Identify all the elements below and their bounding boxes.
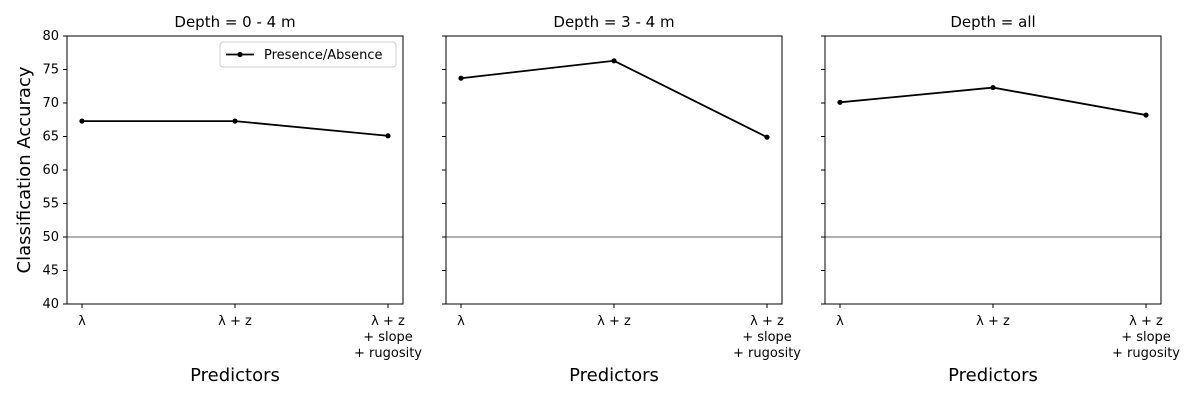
- data-point: [79, 118, 85, 124]
- y-tick-label: 45: [42, 264, 59, 279]
- y-axis-label: Classification Accuracy: [14, 66, 35, 273]
- data-point: [611, 58, 617, 64]
- series-line: [460, 59, 768, 138]
- y-tick-label: 75: [42, 63, 59, 78]
- y-tick-label: 60: [42, 163, 59, 178]
- x-tick-label: + slope: [742, 330, 792, 345]
- x-tick-label: λ + z: [371, 314, 405, 329]
- plot-frame: [445, 35, 783, 305]
- x-axis-label: Predictors: [190, 365, 280, 386]
- plot-frame: [66, 35, 404, 305]
- y-tick-label: 40: [42, 297, 59, 312]
- x-tick-label: + slope: [1121, 330, 1171, 345]
- x-tick-label: λ + z: [750, 314, 784, 329]
- legend-box: [219, 41, 397, 68]
- legend-label: Presence/Absence: [264, 48, 383, 63]
- x-tick-label: + rugosity: [733, 346, 801, 361]
- panel-title: Depth = 3 - 4 m: [553, 13, 674, 31]
- data-point: [458, 75, 464, 81]
- x-tick-label: λ + z: [976, 314, 1010, 329]
- x-tick-label: λ + z: [597, 314, 631, 329]
- x-tick-label: λ: [457, 314, 465, 329]
- data-point: [837, 99, 843, 105]
- data-point: [1143, 112, 1149, 118]
- x-axis-label: Predictors: [948, 365, 1038, 386]
- y-tick-label: 80: [42, 29, 59, 44]
- panel-title: Depth = all: [950, 13, 1035, 31]
- x-tick-label: λ + z: [218, 314, 252, 329]
- data-point: [990, 84, 996, 91]
- x-tick-label: λ: [836, 314, 844, 329]
- data-point: [385, 133, 391, 139]
- legend-marker: [237, 51, 243, 58]
- x-tick-label: + slope: [363, 330, 413, 345]
- y-tick-label: 55: [42, 197, 59, 212]
- x-tick-label: λ + z: [1129, 314, 1163, 329]
- y-tick-label: 65: [42, 130, 59, 145]
- y-tick-label: 70: [42, 96, 59, 111]
- data-point: [232, 118, 238, 124]
- y-tick-label: 50: [42, 230, 59, 245]
- x-axis-label: Predictors: [569, 365, 659, 386]
- x-tick-label: λ: [78, 314, 86, 329]
- plot-frame: [824, 35, 1162, 305]
- x-tick-label: + rugosity: [354, 346, 422, 361]
- panel-title: Depth = 0 - 4 m: [174, 13, 295, 31]
- series-line: [839, 86, 1147, 116]
- x-tick-label: + rugosity: [1112, 346, 1180, 361]
- data-point: [764, 134, 770, 140]
